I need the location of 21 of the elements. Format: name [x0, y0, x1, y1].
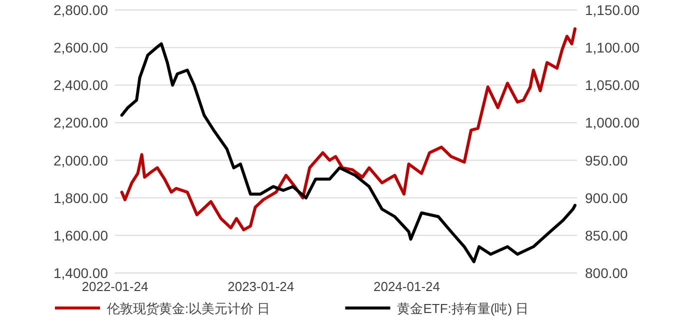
y-tick-label: 1,600.00	[54, 227, 108, 244]
legend-label: 黄金ETF:持有量(吨) 日	[397, 301, 529, 316]
y-tick-label: 2,800.00	[54, 2, 108, 18]
y2-tick-label: 800.00	[585, 265, 628, 281]
y2-tick-label: 1,150.00	[585, 2, 640, 18]
y2-tick-label: 850.00	[585, 227, 628, 244]
y2-tick-label: 950.00	[585, 152, 628, 168]
y2-tick-label: 1,000.00	[585, 114, 640, 131]
y-tick-label: 2,200.00	[54, 114, 108, 131]
y-tick-label: 2,000.00	[54, 152, 108, 168]
y-tick-label: 1,800.00	[54, 190, 108, 206]
x-tick-label: 2024-01-24	[373, 279, 440, 294]
y2-tick-label: 1,100.00	[585, 40, 640, 56]
y-tick-label: 1,400.00	[54, 265, 108, 281]
x-tick-label: 2022-01-24	[82, 279, 148, 294]
y-tick-label: 2,400.00	[54, 77, 108, 94]
y2-tick-label: 1,050.00	[585, 77, 640, 94]
y2-tick-label: 900.00	[585, 190, 628, 206]
x-tick-label: 2023-01-24	[228, 279, 294, 294]
legend-label: 伦敦现货黄金:以美元计价 日	[107, 301, 270, 316]
y-tick-label: 2,600.00	[54, 40, 108, 56]
